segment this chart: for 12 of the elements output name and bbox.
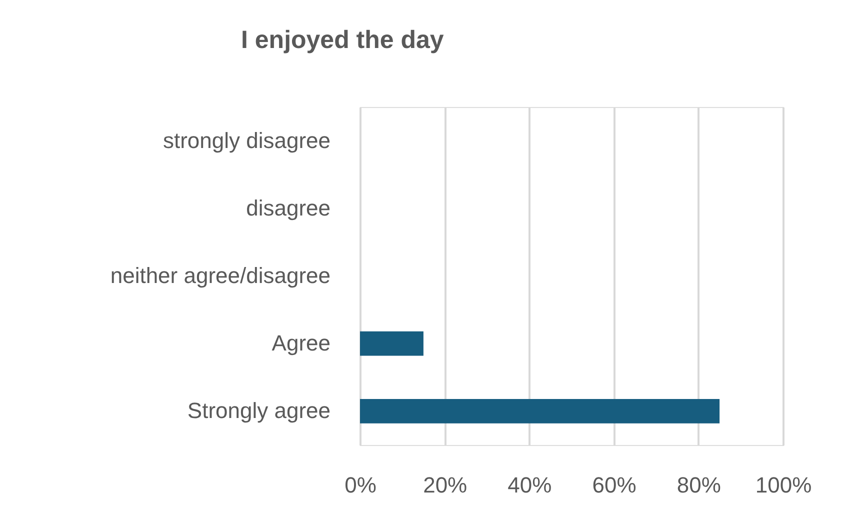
x-tick-label: 60% xyxy=(592,472,636,498)
x-tick-label: 100% xyxy=(755,472,812,498)
x-tick-label: 0% xyxy=(344,472,376,498)
x-tick-label: 80% xyxy=(676,472,721,498)
y-tick-label: strongly disagree xyxy=(162,128,330,153)
x-tick-label: 20% xyxy=(423,472,468,498)
x-tick-label: 40% xyxy=(508,472,552,498)
chart-title: I enjoyed the day xyxy=(241,26,444,54)
y-tick-label: Strongly agree xyxy=(187,398,330,424)
y-tick-label: neither agree/disagree xyxy=(110,263,330,288)
y-tick-label: Agree xyxy=(272,330,330,356)
y-tick-label: disagree xyxy=(246,195,330,220)
